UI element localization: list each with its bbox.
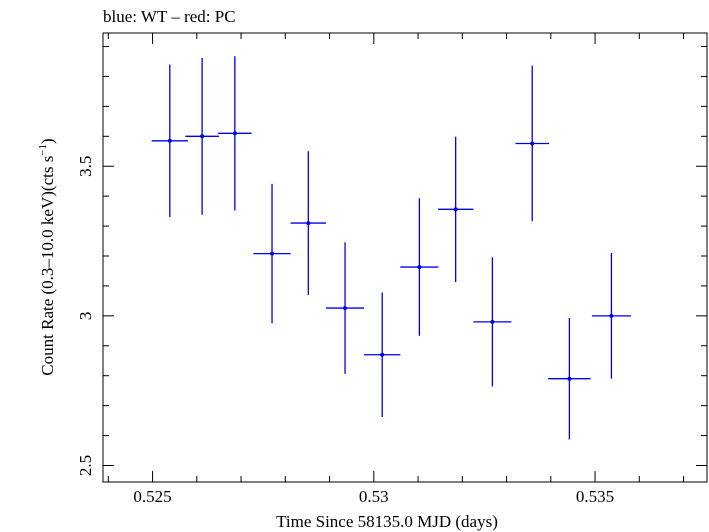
- data-point: [253, 183, 291, 324]
- data-point: [151, 64, 188, 218]
- data-points: [151, 56, 631, 440]
- point-marker: [490, 319, 495, 324]
- x-tick-label: 0.525: [133, 487, 171, 506]
- x-tick-label: 0.53: [359, 487, 389, 506]
- data-point: [437, 136, 474, 283]
- point-marker: [609, 313, 614, 318]
- y-axis-label-close: ): [38, 138, 57, 144]
- y-tick-label: 3: [76, 312, 95, 321]
- y-axis-label-exponent: −1: [37, 144, 49, 156]
- data-point: [473, 257, 512, 387]
- point-marker: [530, 141, 535, 146]
- axis-tick-labels: 0.525 0.53 0.535 2.5 3 3.5: [76, 156, 614, 506]
- y-tick-label: 2.5: [76, 455, 95, 476]
- chart-title: blue: WT – red: PC: [103, 7, 236, 26]
- point-marker: [232, 131, 237, 136]
- point-marker: [270, 251, 275, 256]
- data-point: [290, 151, 327, 295]
- data-point: [218, 56, 252, 211]
- data-point: [400, 198, 439, 336]
- x-axis-label: Time Since 58135.0 MJD (days): [276, 512, 498, 531]
- y-tick-label: 3.5: [76, 156, 95, 177]
- point-marker: [417, 265, 422, 270]
- data-point: [591, 253, 631, 379]
- data-point: [515, 65, 550, 222]
- point-marker: [200, 134, 205, 139]
- axis-ticks: [103, 33, 707, 482]
- point-marker: [380, 352, 385, 357]
- point-marker: [567, 376, 572, 381]
- x-tick-label: 0.535: [576, 487, 614, 506]
- data-point: [364, 292, 401, 418]
- point-marker: [306, 221, 311, 226]
- y-axis-label: Count Rate (0.3–10.0 keV)(cts s−1): [37, 138, 57, 375]
- point-marker: [167, 138, 172, 143]
- plot-frame: [102, 32, 708, 483]
- y-axis-label-main: Count Rate (0.3–10.0 keV)(cts s: [38, 156, 57, 376]
- data-point: [326, 242, 365, 374]
- point-marker: [453, 207, 458, 212]
- data-point: [185, 57, 219, 215]
- point-marker: [343, 306, 348, 311]
- data-point: [548, 317, 591, 440]
